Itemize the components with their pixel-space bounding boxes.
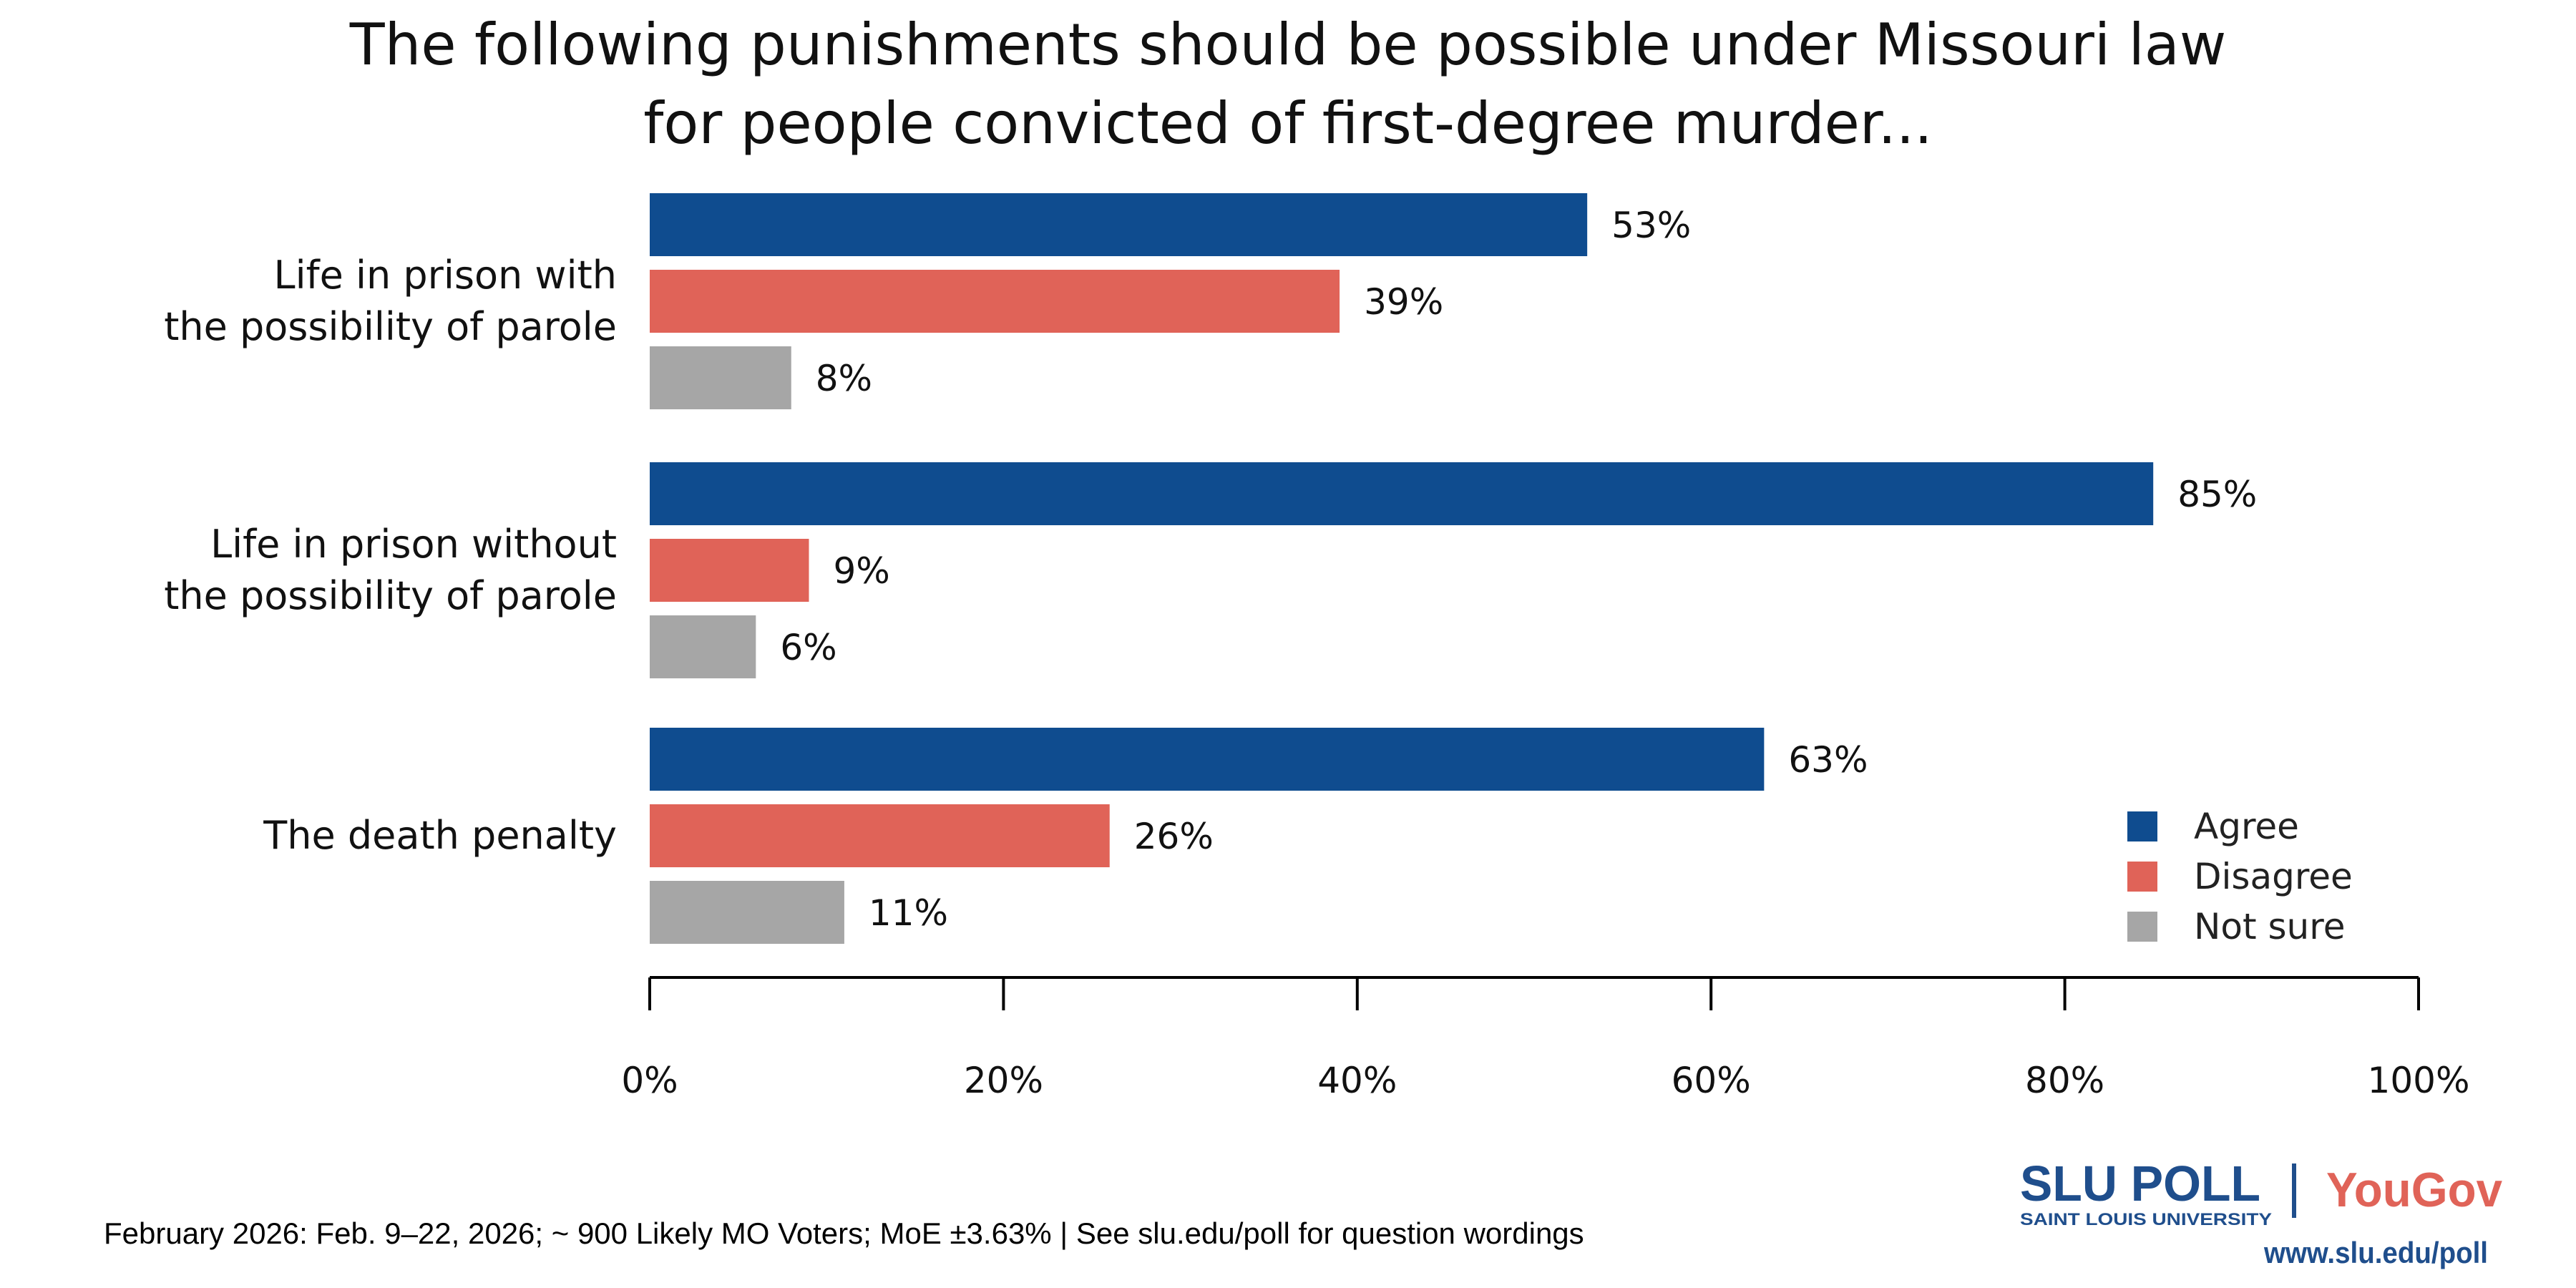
poll-website-link[interactable]: www.slu.edu/poll: [2263, 1236, 2488, 1269]
bar-agree: [650, 728, 1765, 791]
footer-note: February 2026: Feb. 9–22, 2026; ~ 900 Li…: [104, 1216, 1584, 1250]
bar-agree: [650, 462, 2154, 525]
yougov-logo: YouGov: [2326, 1163, 2502, 1217]
legend-label: Disagree: [2194, 856, 2353, 897]
legend-swatch: [2127, 862, 2157, 892]
category-label: Life in prison with: [274, 253, 618, 298]
legend: Agree Disagree Not sure: [2127, 806, 2353, 947]
bar-disagree: [650, 804, 1110, 867]
footer: February 2026: Feb. 9–22, 2026; ~ 900 Li…: [104, 1156, 2502, 1269]
chart-title-line-2: for people convicted of first-degree mur…: [643, 90, 1932, 157]
data-label: 63%: [1788, 739, 1868, 781]
logo-divider: [2292, 1163, 2296, 1218]
data-label: 53%: [1611, 205, 1691, 246]
data-label: 26%: [1134, 816, 1214, 857]
category-label: Life in prison without: [210, 522, 617, 567]
x-tick-label: 40%: [1317, 1060, 1397, 1101]
data-label: 9%: [833, 550, 889, 592]
chart-title-line-1: The following punishments should be poss…: [349, 11, 2227, 78]
plot-area: Life in prison with the possibility of pa…: [164, 193, 2469, 1101]
category-label: The death penalty: [263, 813, 617, 858]
x-tick-label: 0%: [621, 1060, 678, 1101]
data-label: 8%: [816, 358, 872, 399]
x-tick-label: 20%: [964, 1060, 1043, 1101]
slu-poll-logo: SLU POLL SAINT LOUIS UNIVERSITY: [2020, 1156, 2296, 1229]
bar-disagree: [650, 539, 809, 602]
slu-poll-logo-text: SLU POLL: [2020, 1156, 2260, 1211]
data-label: 11%: [869, 892, 948, 934]
svg-text:www.slu.edu/poll: www.slu.edu/poll: [2263, 1236, 2488, 1269]
legend-swatch: [2127, 912, 2157, 942]
legend-label: Agree: [2194, 806, 2299, 847]
bar-agree: [650, 193, 1588, 256]
bar-disagree: [650, 270, 1340, 333]
legend-swatch: [2127, 811, 2157, 841]
category-label: the possibility of parole: [164, 573, 617, 618]
data-label: 39%: [1364, 281, 1443, 323]
legend-label: Not sure: [2194, 906, 2345, 947]
bar-not-sure: [650, 615, 756, 678]
bar-not-sure: [650, 346, 791, 409]
slu-poll-logo-subtext: SAINT LOUIS UNIVERSITY: [2020, 1210, 2272, 1229]
x-tick-label: 60%: [1672, 1060, 1751, 1101]
x-tick-label: 80%: [2025, 1060, 2104, 1101]
x-tick-label: 100%: [2368, 1060, 2470, 1101]
category-label: the possibility of parole: [164, 304, 617, 349]
data-label: 6%: [780, 627, 836, 668]
data-label: 85%: [2177, 474, 2257, 515]
bar-not-sure: [650, 881, 844, 944]
